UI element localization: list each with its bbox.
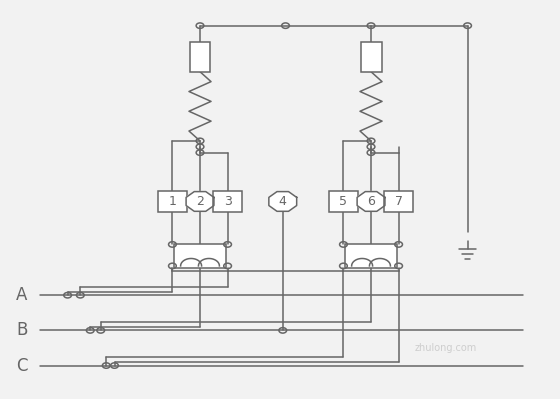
Bar bbox=[345, 245, 397, 268]
Bar bbox=[384, 191, 413, 211]
Bar bbox=[329, 191, 358, 211]
Bar bbox=[158, 191, 187, 211]
Bar bbox=[174, 245, 226, 268]
Text: 5: 5 bbox=[339, 195, 347, 208]
Polygon shape bbox=[269, 192, 297, 211]
Text: C: C bbox=[16, 357, 27, 375]
Text: 6: 6 bbox=[367, 195, 375, 208]
Text: B: B bbox=[16, 321, 27, 340]
Text: zhulong.com: zhulong.com bbox=[414, 343, 477, 353]
Text: 2: 2 bbox=[196, 195, 204, 208]
Bar bbox=[213, 191, 242, 211]
Text: 4: 4 bbox=[279, 195, 287, 208]
Text: 1: 1 bbox=[169, 195, 176, 208]
Bar bbox=[361, 42, 381, 71]
Text: 7: 7 bbox=[395, 195, 403, 208]
Text: A: A bbox=[16, 286, 27, 304]
Polygon shape bbox=[357, 192, 385, 211]
Bar bbox=[189, 42, 211, 71]
Polygon shape bbox=[186, 192, 214, 211]
Text: 3: 3 bbox=[223, 195, 231, 208]
